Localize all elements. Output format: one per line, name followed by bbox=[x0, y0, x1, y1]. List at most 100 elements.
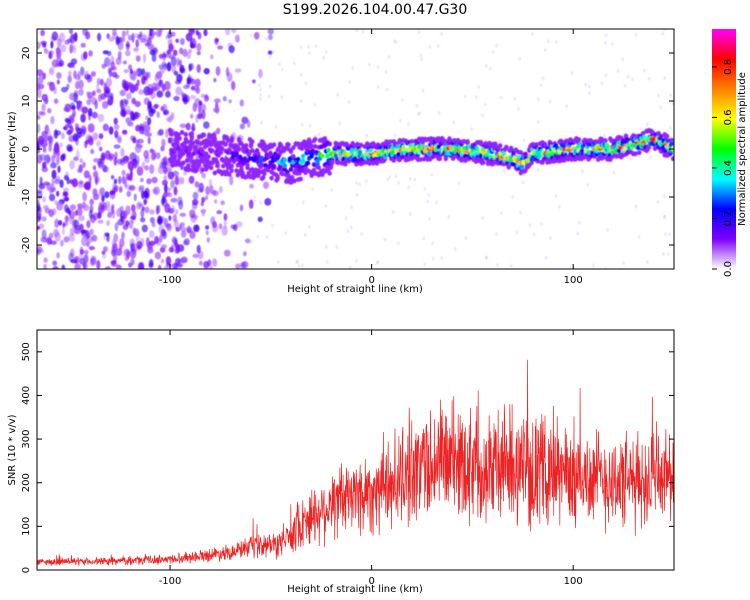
heatmap-ridge-cell bbox=[241, 160, 246, 166]
heatmap-speckle bbox=[126, 190, 132, 197]
heatmap-ridge-cell bbox=[290, 175, 295, 180]
heatmap-speckle bbox=[518, 57, 521, 61]
heatmap-speckle bbox=[220, 200, 225, 206]
heatmap-speckle bbox=[121, 30, 126, 38]
heatmap-speckle bbox=[522, 138, 526, 142]
heatmap-speckle bbox=[262, 181, 270, 189]
heatmap-speckle bbox=[355, 259, 358, 263]
heatmap-ridge-cell bbox=[234, 152, 239, 157]
heatmap-ridge-cell bbox=[262, 171, 267, 177]
heatmap-speckle bbox=[231, 80, 236, 91]
heatmap-speckle bbox=[132, 227, 137, 236]
heatmap-speckle bbox=[113, 117, 118, 125]
heatmap-speckle bbox=[409, 177, 412, 181]
heatmap-ridge-cell bbox=[291, 145, 296, 151]
heatmap-speckle bbox=[164, 80, 171, 91]
heatmap-speckle bbox=[144, 192, 150, 199]
heatmap-ridge-cell bbox=[431, 153, 436, 159]
heatmap-speckle bbox=[74, 263, 81, 269]
heatmap-speckle bbox=[481, 113, 484, 118]
heatmap-speckle bbox=[51, 59, 59, 68]
heatmap-speckle bbox=[634, 33, 638, 37]
heatmap-speckle bbox=[86, 220, 91, 229]
heatmap-ridge-cell bbox=[343, 161, 348, 167]
heatmap-ridge-cell bbox=[282, 157, 288, 163]
heatmap-speckle bbox=[257, 216, 263, 223]
heatmap-speckle bbox=[163, 191, 168, 198]
heatmap-speckle bbox=[499, 95, 503, 100]
heatmap-ridge-cell bbox=[313, 144, 318, 149]
heatmap-speckle bbox=[275, 125, 278, 129]
heatmap-speckle bbox=[40, 236, 48, 243]
heatmap-speckle bbox=[659, 105, 662, 110]
heatmap-ridge-cell bbox=[181, 160, 186, 166]
heatmap-speckle bbox=[643, 68, 646, 73]
heatmap-speckle bbox=[74, 225, 81, 231]
heatmap-speckle bbox=[311, 187, 314, 191]
heatmap-speckle bbox=[259, 97, 262, 101]
heatmap-speckle bbox=[121, 231, 125, 240]
heatmap-speckle bbox=[669, 126, 672, 130]
heatmap-speckle bbox=[164, 183, 168, 193]
heatmap-speckle bbox=[49, 81, 56, 92]
heatmap-speckle bbox=[201, 196, 206, 203]
heatmap-speckle bbox=[100, 154, 105, 164]
heatmap-speckle bbox=[102, 251, 107, 259]
heatmap-speckle bbox=[121, 79, 127, 89]
heatmap-speckle bbox=[77, 180, 84, 188]
heatmap-speckle bbox=[82, 191, 87, 202]
heatmap-speckle bbox=[133, 193, 137, 202]
heatmap-speckle bbox=[131, 97, 136, 105]
heatmap-speckle bbox=[108, 126, 114, 135]
heatmap-speckle bbox=[38, 83, 45, 90]
heatmap-speckle bbox=[129, 68, 133, 75]
heatmap-speckle bbox=[88, 107, 93, 117]
heatmap-speckle bbox=[67, 123, 73, 128]
heatmap-ridge-cell bbox=[313, 136, 318, 142]
heatmap-speckle bbox=[125, 92, 132, 100]
heatmap-speckle bbox=[137, 262, 145, 269]
heatmap-ridge-cell bbox=[288, 149, 294, 155]
heatmap-speckle bbox=[173, 219, 179, 229]
heatmap-speckle bbox=[176, 73, 183, 83]
heatmap-ridge-cell bbox=[179, 130, 185, 135]
heatmap-ridge-cell bbox=[183, 132, 188, 137]
heatmap-speckle bbox=[194, 181, 200, 188]
heatmap-speckle bbox=[347, 100, 351, 104]
heatmap-ridge-cell bbox=[481, 160, 486, 166]
heatmap-speckle bbox=[397, 181, 400, 185]
heatmap-speckle bbox=[107, 212, 112, 218]
heatmap-speckle bbox=[470, 127, 473, 131]
heatmap-speckle bbox=[383, 237, 387, 242]
heatmap-speckle bbox=[154, 103, 160, 108]
heatmap-ridge-cell bbox=[300, 153, 306, 159]
heatmap-ridge-cell bbox=[212, 170, 217, 176]
heatmap-speckle bbox=[83, 254, 89, 264]
heatmap-speckle bbox=[541, 76, 545, 81]
heatmap-speckle bbox=[241, 116, 249, 125]
heatmap-speckle bbox=[119, 89, 127, 97]
heatmap-speckle bbox=[151, 82, 158, 91]
heatmap-ridge-cell bbox=[327, 170, 332, 176]
heatmap-speckle bbox=[135, 124, 141, 132]
heatmap-ridge-cell bbox=[239, 141, 244, 147]
heatmap-speckle bbox=[521, 180, 525, 185]
heatmap-speckle bbox=[128, 219, 134, 230]
heatmap-speckle bbox=[246, 119, 251, 128]
heatmap-ridge-cell bbox=[190, 140, 196, 146]
heatmap-speckle bbox=[50, 155, 56, 164]
heatmap-speckle bbox=[271, 223, 274, 228]
heatmap-speckle bbox=[149, 209, 155, 215]
heatmap-speckle bbox=[361, 29, 365, 34]
heatmap-speckle bbox=[281, 67, 284, 72]
heatmap-ridge-cell bbox=[246, 170, 251, 176]
heatmap-ridge-cell bbox=[215, 160, 220, 165]
heatmap-speckle bbox=[98, 206, 105, 214]
heatmap-speckle bbox=[648, 76, 651, 81]
heatmap-speckle bbox=[166, 116, 172, 122]
heatmap-speckle bbox=[67, 75, 72, 83]
heatmap-speckle bbox=[71, 178, 78, 188]
heatmap-speckle bbox=[56, 190, 60, 197]
heatmap-speckle bbox=[500, 211, 503, 215]
